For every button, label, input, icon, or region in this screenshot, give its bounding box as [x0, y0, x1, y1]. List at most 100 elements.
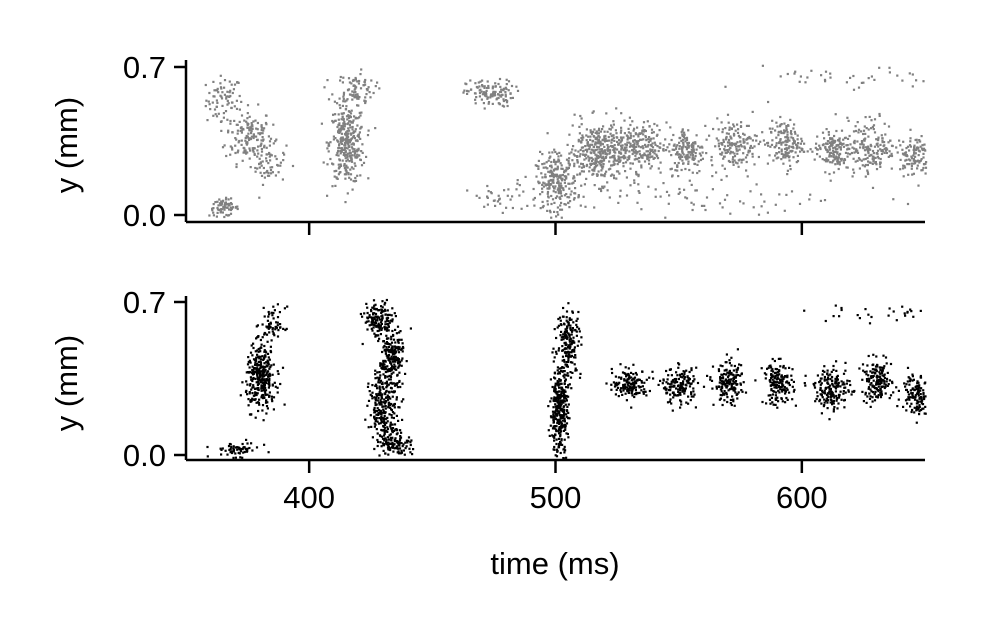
- bottom-scatter-point: [399, 435, 402, 438]
- top-scatter-point: [647, 159, 651, 162]
- top-scatter-point: [687, 144, 690, 147]
- top-scatter-point: [799, 75, 802, 78]
- top-scatter-point: [568, 196, 571, 199]
- top-scatter-point: [619, 141, 622, 144]
- bottom-scatter-point: [384, 366, 387, 369]
- bottom-scatter-point: [386, 394, 389, 397]
- bottom-scatter-point: [773, 386, 776, 389]
- top-scatter-point: [824, 70, 828, 73]
- top-scatter-point: [665, 121, 668, 124]
- bottom-scatter-point: [384, 405, 387, 408]
- bottom-scatter-point: [628, 375, 631, 378]
- top-scatter-point: [779, 123, 782, 126]
- bottom-scatter-point: [257, 409, 260, 413]
- top-scatter-point: [246, 117, 249, 120]
- bottom-scatter-point: [276, 386, 279, 389]
- top-scatter-point: [607, 168, 611, 171]
- top-scatter-point: [632, 148, 635, 152]
- bottom-scatter-point: [688, 385, 692, 388]
- top-scatter-point: [606, 139, 609, 142]
- top-scatter-point: [599, 187, 602, 191]
- top-scatter-point: [366, 134, 370, 137]
- top-scatter-point: [919, 140, 922, 143]
- top-scatter-point: [573, 165, 576, 168]
- bottom-scatter-point: [732, 386, 735, 389]
- top-scatter-point: [596, 173, 599, 176]
- top-scatter-point: [226, 118, 229, 121]
- top-scatter-point: [586, 144, 589, 147]
- top-scatter-point: [563, 178, 566, 182]
- bottom-scatter-point: [375, 428, 378, 431]
- bottom-scatter-point: [728, 371, 732, 374]
- bottom-scatter-point: [566, 372, 569, 375]
- top-scatter-point: [596, 145, 599, 148]
- top-scatter-point: [241, 127, 245, 131]
- top-scatter-point: [547, 159, 550, 162]
- top-scatter-point: [868, 115, 871, 118]
- top-scatter-point: [339, 164, 343, 167]
- bottom-scatter-point: [386, 365, 389, 368]
- top-scatter-point: [676, 169, 679, 172]
- bottom-scatter-point: [376, 387, 379, 390]
- top-scatter-point: [634, 154, 637, 157]
- bottom-scatter-point: [731, 395, 734, 398]
- top-scatter-point: [350, 109, 353, 112]
- top-scatter-point: [840, 159, 843, 162]
- top-scatter-point: [483, 85, 486, 88]
- bottom-scatter-point: [638, 391, 641, 394]
- bottom-scatter-point: [376, 318, 379, 321]
- bottom-scatter-point: [398, 364, 401, 367]
- top-scatter-point: [880, 152, 884, 155]
- top-scatter-point: [340, 150, 343, 153]
- top-scatter-point: [573, 192, 576, 195]
- top-scatter-point: [722, 157, 725, 160]
- top-scatter-point: [516, 179, 519, 182]
- top-scatter-point: [830, 140, 833, 143]
- top-scatter-point: [637, 173, 640, 176]
- bottom-scatter-point: [388, 359, 391, 362]
- top-scatter-point: [879, 148, 882, 151]
- bottom-scatter-point: [405, 439, 408, 442]
- bottom-scatter-point: [577, 340, 580, 343]
- bottom-scatter-point: [410, 439, 413, 442]
- top-scatter-point: [356, 174, 359, 177]
- bottom-scatter-point: [371, 384, 374, 387]
- bottom-scatter-point: [760, 367, 763, 370]
- bottom-scatter-point: [382, 373, 385, 376]
- bottom-scatter-point: [385, 443, 388, 446]
- top-scatter-point: [341, 81, 344, 84]
- top-scatter-point: [232, 88, 235, 91]
- top-scatter-point: [349, 112, 353, 115]
- top-scatter-point: [347, 77, 351, 80]
- top-scatter-point: [204, 83, 207, 87]
- bottom-scatter-point: [561, 443, 564, 446]
- top-scatter-point: [580, 123, 583, 126]
- top-scatter-point: [775, 142, 778, 145]
- top-scatter-point: [921, 144, 924, 147]
- bottom-scatter-point: [378, 401, 381, 404]
- top-scatter-point: [656, 157, 660, 160]
- top-scatter-point: [344, 177, 347, 180]
- top-scatter-point: [819, 147, 822, 151]
- top-scatter-point: [616, 159, 619, 162]
- bottom-scatter-point: [396, 429, 399, 432]
- bottom-scatter-point: [730, 385, 733, 388]
- top-scatter-point: [828, 154, 831, 157]
- bottom-scatter-point: [666, 401, 670, 404]
- top-scatter-point: [353, 152, 356, 155]
- top-scatter-point: [880, 134, 883, 137]
- bottom-scatter-point: [712, 403, 715, 406]
- bottom-scatter-point: [695, 366, 698, 369]
- top-scatter-point: [674, 169, 677, 172]
- bottom-scatter-point: [709, 376, 712, 379]
- top-scatter-point: [833, 134, 836, 138]
- bottom-scatter-point: [255, 393, 258, 397]
- top-scatter-point: [766, 162, 769, 165]
- bottom-scatter-point: [400, 449, 403, 452]
- top-scatter-point: [787, 151, 790, 154]
- bottom-scatter-point: [554, 350, 558, 353]
- top-scatter-point: [262, 138, 265, 141]
- bottom-scatter-point: [386, 427, 390, 431]
- bottom-scatter-point: [257, 387, 260, 390]
- bottom-scatter-point: [573, 350, 576, 353]
